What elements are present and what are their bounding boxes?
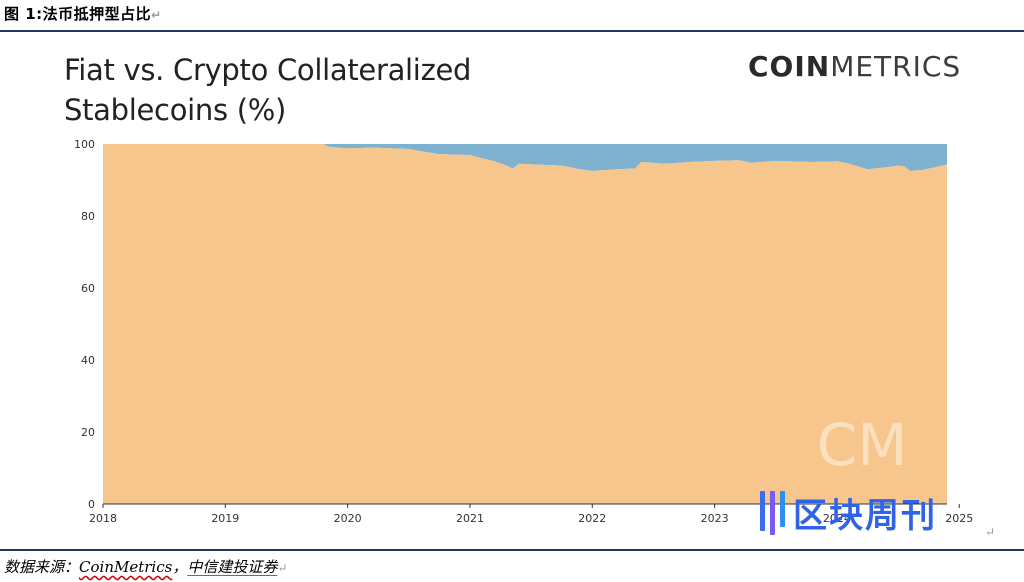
- series-crypto-area: [103, 144, 947, 171]
- y-tick-label: 60: [81, 282, 95, 295]
- y-tick-label: 0: [88, 498, 95, 511]
- series-fiat-area: [103, 144, 947, 504]
- x-tick-label: 2019: [211, 512, 239, 525]
- x-tick-label: 2024: [823, 512, 851, 525]
- chart-areas: [103, 144, 947, 504]
- watermark-text: 区块周刊: [793, 496, 937, 536]
- chart-title-line-2: Stablecoins (%): [64, 93, 286, 127]
- return-mark: ↵: [151, 8, 162, 22]
- logo-metrics: METRICS: [830, 50, 962, 83]
- watermark-bar: [770, 490, 775, 535]
- publisher-watermark: 区块周刊: [760, 488, 937, 537]
- cm-watermark: CM: [817, 411, 908, 479]
- y-tick-label: 40: [81, 354, 95, 367]
- y-tick-label: 20: [81, 426, 95, 439]
- x-tick-label: 2022: [578, 512, 606, 525]
- coinmetrics-logo: COINMETRICS: [748, 50, 961, 83]
- chart-title-line-1: Fiat vs. Crypto Collateralized: [64, 53, 472, 87]
- x-tick-label: 2021: [456, 512, 484, 525]
- return-mark: ↵: [277, 561, 288, 575]
- return-mark: ↵: [985, 525, 996, 539]
- chart-title: Fiat vs. Crypto Collateralized Stablecoi…: [64, 50, 584, 130]
- figure-caption-text: 图 1:法币抵押型占比: [4, 5, 152, 23]
- x-tick-label: 2018: [89, 512, 117, 525]
- x-tick-label: 2025: [945, 512, 973, 525]
- source-sep: ，: [172, 558, 188, 576]
- source-org: 中信建投证券: [187, 558, 278, 576]
- bottom-rule: [0, 549, 1024, 551]
- watermark-logo-icon: [760, 490, 785, 535]
- watermark-bar: [760, 490, 765, 531]
- x-tick-label: 2023: [701, 512, 729, 525]
- watermark-bar: [780, 490, 785, 527]
- x-tick-label: 2020: [334, 512, 362, 525]
- source-prefix: 数据来源：: [4, 558, 80, 576]
- source-name: CoinMetrics: [79, 558, 173, 576]
- logo-coin: COIN: [748, 50, 831, 83]
- figure-caption: 图 1:法币抵押型占比↵: [4, 3, 162, 27]
- source-note: 数据来源：CoinMetrics，中信建投证券↵: [4, 556, 287, 577]
- top-rule: [0, 30, 1024, 32]
- y-tick-label: 80: [81, 210, 95, 223]
- y-tick-label: 100: [74, 138, 95, 151]
- chart-axes: 0 20 40 60 80 100 2018 2019 2020 2021 2022 2023 2024…: [74, 138, 973, 525]
